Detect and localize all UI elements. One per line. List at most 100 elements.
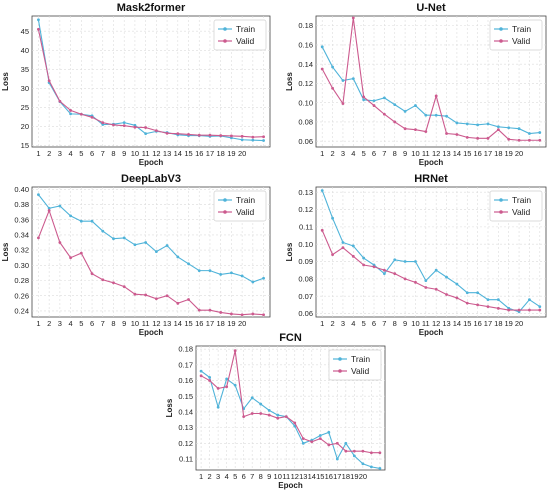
x-tick-label: 2 — [47, 319, 51, 328]
data-point-valid — [403, 127, 407, 131]
x-tick-label: 19 — [227, 319, 235, 328]
y-tick-label: 0.16 — [298, 40, 313, 49]
x-tick-label: 9 — [122, 319, 126, 328]
y-tick-label: 30 — [21, 84, 29, 93]
x-tick-label: 7 — [101, 149, 105, 158]
x-tick-label: 4 — [351, 149, 355, 158]
data-point-valid — [165, 131, 169, 135]
series-line-valid — [37, 208, 264, 316]
data-point-valid — [58, 99, 62, 103]
data-point-train — [327, 430, 331, 434]
data-point-valid — [369, 451, 373, 455]
data-point-valid — [112, 123, 115, 127]
data-point-valid — [259, 412, 263, 415]
data-point-train — [403, 109, 407, 113]
data-point-valid — [133, 292, 137, 296]
x-tick-label: 19 — [227, 149, 235, 158]
data-point-train — [455, 121, 459, 125]
y-tick-label: 0.14 — [298, 60, 313, 69]
data-point-train — [382, 96, 386, 100]
data-point-valid — [47, 209, 51, 212]
x-tick-label: 20 — [238, 149, 246, 158]
data-point-valid — [362, 95, 366, 99]
x-tick-label: 3 — [341, 319, 345, 328]
x-tick-label: 18 — [494, 319, 502, 328]
data-point-train — [414, 260, 417, 263]
data-point-train — [219, 273, 223, 276]
x-tick-label: 3 — [58, 319, 62, 328]
x-tick-label: 7 — [382, 319, 386, 328]
y-tick-label: 15 — [21, 141, 29, 150]
data-point-valid — [267, 413, 271, 417]
data-point-valid — [165, 294, 169, 298]
data-point-train — [276, 413, 280, 417]
series-line-valid — [321, 230, 540, 311]
x-tick-label: 4 — [351, 319, 355, 328]
x-tick-label: 13 — [442, 319, 450, 328]
data-point-valid — [208, 308, 212, 312]
data-point-train — [378, 467, 382, 470]
y-tick-label: 0.13 — [298, 188, 313, 197]
y-tick-label: 25 — [21, 103, 29, 112]
y-axis-label: Loss — [285, 72, 294, 91]
y-tick-label: 45 — [21, 27, 29, 36]
legend-box — [489, 190, 543, 222]
legend-marker-valid — [338, 369, 342, 373]
data-point-valid — [262, 135, 265, 139]
x-tick-label: 14 — [308, 472, 316, 481]
data-point-valid — [101, 278, 105, 282]
data-point-valid — [284, 415, 288, 419]
y-tick-label: 0.11 — [299, 222, 313, 231]
x-tick-label: 2 — [330, 149, 334, 158]
data-point-valid — [310, 440, 314, 444]
legend-marker-train — [223, 27, 227, 31]
data-point-valid — [58, 241, 62, 244]
series-line-valid — [321, 17, 540, 141]
y-tick-label: 0.28 — [14, 276, 29, 285]
y-tick-label: 0.38 — [14, 200, 29, 209]
data-point-valid — [352, 449, 356, 453]
data-point-valid — [496, 128, 500, 132]
y-tick-label: 0.12 — [298, 79, 313, 88]
data-point-train — [335, 457, 339, 461]
data-point-valid — [47, 79, 51, 83]
data-point-valid — [219, 134, 223, 137]
legend-marker-train — [223, 198, 227, 202]
data-point-valid — [344, 449, 348, 453]
legend: Train Valid — [328, 349, 382, 381]
chart-fcn: 0.110.120.130.140.150.160.170.181 2 3 4 5 6 7 8… — [165, 332, 386, 490]
legend-label-valid: Valid — [512, 207, 531, 217]
data-point-train — [403, 260, 407, 263]
data-point-valid — [219, 311, 223, 314]
x-tick-label: 19 — [505, 319, 513, 328]
x-tick-label: 18 — [494, 149, 502, 158]
data-point-train — [455, 282, 459, 286]
data-point-train — [496, 298, 500, 302]
data-point-valid — [69, 109, 72, 112]
x-axis-label: Epoch — [278, 481, 303, 490]
data-point-train — [382, 272, 386, 276]
data-point-valid — [154, 129, 158, 133]
chart-u-net: 0.060.080.100.120.140.160.181 2 3 4 5 6 7 8 9 10 1… — [285, 2, 547, 167]
y-tick-label: 0.40 — [14, 185, 29, 194]
y-tick-label: 0.09 — [298, 257, 313, 266]
data-point-valid — [341, 246, 345, 250]
data-point-train — [133, 243, 137, 247]
y-axis-label: Loss — [165, 398, 174, 417]
data-point-train — [362, 98, 366, 102]
data-point-train — [344, 441, 348, 445]
x-tick-label: 5 — [362, 149, 366, 158]
data-point-valid — [445, 132, 448, 135]
data-point-valid — [434, 94, 438, 98]
data-point-train — [352, 454, 356, 458]
x-tick-label: 16 — [473, 149, 481, 158]
x-tick-label: 10 — [411, 319, 419, 328]
data-point-valid — [538, 138, 542, 142]
legend-label-train: Train — [351, 354, 370, 364]
data-point-valid — [455, 133, 459, 136]
x-tick-label: 16 — [473, 319, 481, 328]
data-point-train — [267, 408, 271, 412]
data-point-train — [320, 189, 324, 192]
chart-deeplabv3: 0.240.260.280.300.320.340.360.380.401 2 3 4… — [1, 173, 271, 337]
